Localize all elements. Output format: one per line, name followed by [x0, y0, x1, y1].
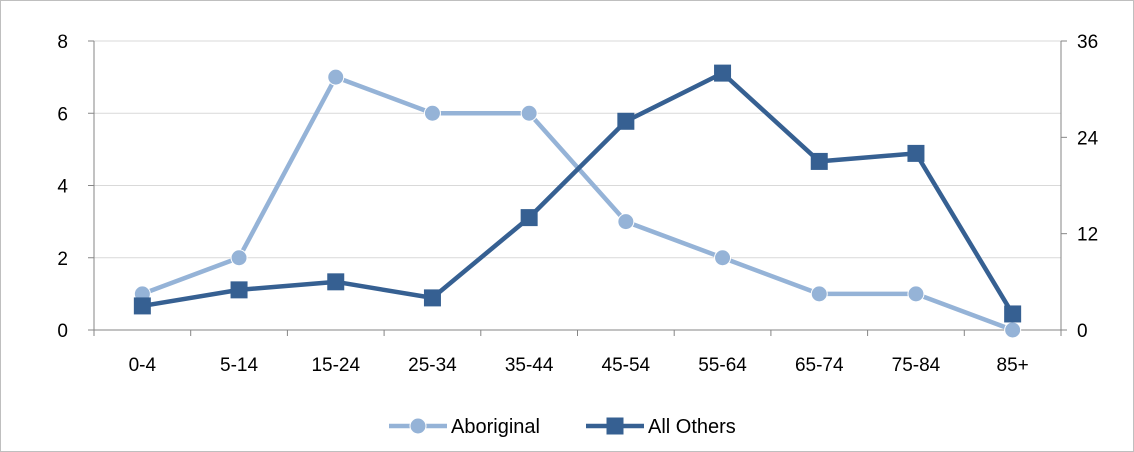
- data-point-all-others: [714, 64, 732, 82]
- legend-marker-aboriginal: [409, 417, 427, 435]
- y-left-tick-label: 6: [57, 104, 68, 125]
- legend-marker-all-others: [606, 417, 624, 435]
- series-line-aboriginal: [141, 74, 1014, 333]
- data-point-aboriginal: [714, 249, 732, 267]
- data-point-aboriginal: [810, 285, 828, 303]
- x-tick-label: 75-84: [892, 355, 941, 376]
- x-tick-label: 45-54: [602, 355, 651, 376]
- x-tick-label: 65-74: [795, 355, 844, 376]
- legend-label-aboriginal: Aboriginal: [451, 416, 540, 438]
- data-point-aboriginal: [423, 104, 441, 122]
- data-point-all-others: [907, 144, 925, 162]
- x-tick-label: 85+: [997, 355, 1029, 376]
- data-point-aboriginal: [230, 249, 248, 267]
- data-point-all-others: [327, 273, 345, 291]
- legend: Aboriginal All Others: [389, 416, 736, 438]
- data-point-aboriginal: [617, 213, 635, 231]
- y-right-tick-label: 12: [1077, 225, 1098, 246]
- gridlines: [94, 40, 1061, 259]
- y-right-tick-label: 0: [1077, 321, 1088, 342]
- data-point-aboriginal: [907, 285, 925, 303]
- data-point-all-others: [810, 152, 828, 170]
- x-tick-label: 35-44: [505, 355, 554, 376]
- x-tick-label: 55-64: [698, 355, 747, 376]
- data-point-all-others: [133, 297, 151, 315]
- data-point-aboriginal: [1004, 321, 1022, 339]
- data-point-all-others: [230, 281, 248, 299]
- data-point-all-others: [520, 209, 538, 227]
- y-left-tick-label: 8: [57, 32, 68, 53]
- data-point-all-others: [1004, 305, 1022, 323]
- data-point-all-others: [617, 112, 635, 130]
- y-right-tick-label: 36: [1077, 32, 1098, 53]
- y-left-tick-label: 4: [57, 177, 68, 198]
- data-point-aboriginal: [327, 68, 345, 86]
- legend-label-all-others: All Others: [648, 416, 736, 438]
- data-point-all-others: [423, 289, 441, 307]
- y-left-tick-label: 0: [57, 321, 68, 342]
- y-right-tick-label: 24: [1077, 128, 1099, 149]
- data-point-aboriginal: [520, 104, 538, 122]
- x-tick-label: 25-34: [408, 355, 457, 376]
- x-tick-label: 0-4: [129, 355, 157, 376]
- x-tick-label: 5-14: [220, 355, 258, 376]
- series-line-all-others: [141, 70, 1015, 316]
- x-tick-label: 15-24: [311, 355, 360, 376]
- y-left-tick-label: 2: [57, 249, 68, 270]
- series-layer: [133, 64, 1022, 339]
